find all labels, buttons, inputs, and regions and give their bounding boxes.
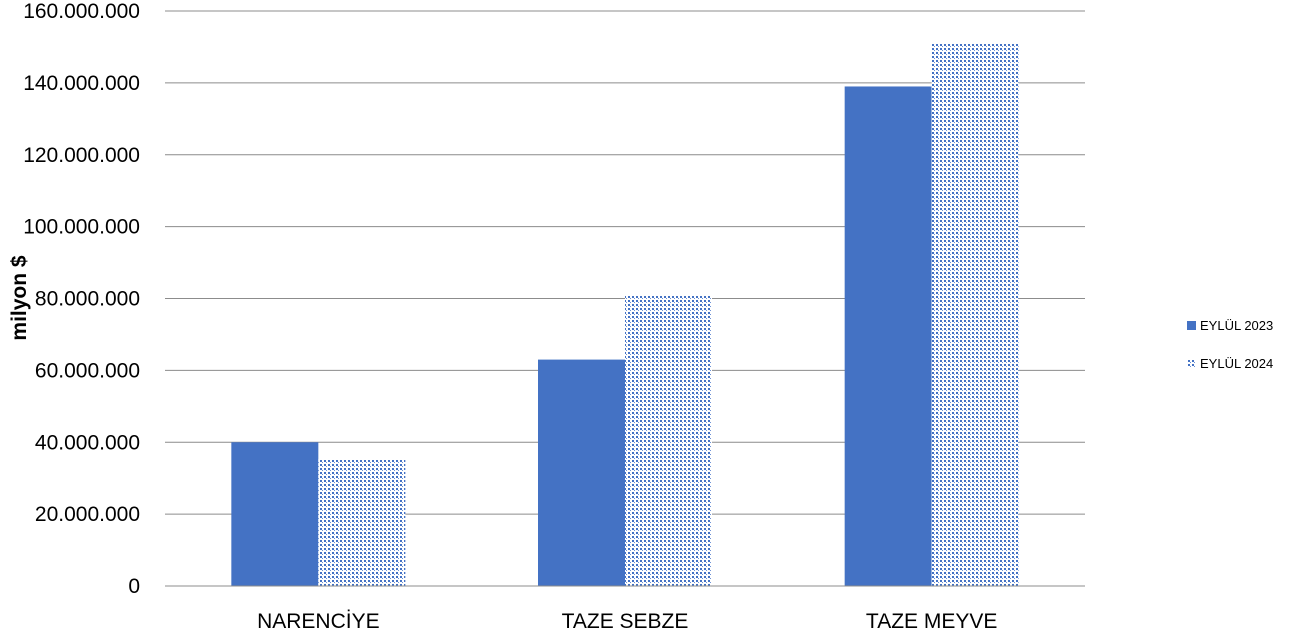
x-category-label: NARENCİYE [257, 610, 380, 633]
y-tick-label: 40.000.000 [35, 431, 140, 454]
bar-eylul-2023 [231, 442, 319, 586]
y-tick-label: 140.000.000 [23, 72, 140, 95]
y-tick-label: 20.000.000 [35, 503, 140, 526]
legend-label: EYLÜL 2024 [1200, 356, 1273, 371]
y-tick-label: 0 [128, 575, 140, 598]
legend-swatch [1187, 359, 1196, 368]
y-tick-label: 160.000.000 [23, 0, 140, 23]
bar-eylul-2023 [844, 86, 932, 586]
bar-eylul-2024 [318, 459, 406, 586]
y-tick-label: 100.000.000 [23, 216, 140, 239]
legend-swatch [1187, 321, 1196, 330]
x-category-label: TAZE SEBZE [562, 610, 689, 633]
bar-eylul-2023 [538, 359, 625, 586]
x-axis-category-labels: NARENCİYE TAZE SEBZE TAZE MEYVE [257, 610, 997, 633]
x-category-label: TAZE MEYVE [866, 610, 997, 633]
bar-eylul-2024 [625, 295, 712, 586]
bar-eylul-2024 [931, 43, 1019, 586]
y-tick-label: 60.000.000 [35, 359, 140, 382]
y-tick-label: 120.000.000 [23, 144, 140, 167]
y-axis-tick-labels: 0 20.000.000 40.000.000 60.000.000 80.000.00… [23, 0, 140, 598]
legend: EYLÜL 2023 EYLÜL 2024 [1187, 318, 1273, 371]
y-tick-label: 80.000.000 [35, 288, 140, 311]
bars [231, 43, 1019, 586]
y-axis-title: milyon $ [8, 255, 31, 341]
legend-label: EYLÜL 2023 [1200, 318, 1273, 333]
